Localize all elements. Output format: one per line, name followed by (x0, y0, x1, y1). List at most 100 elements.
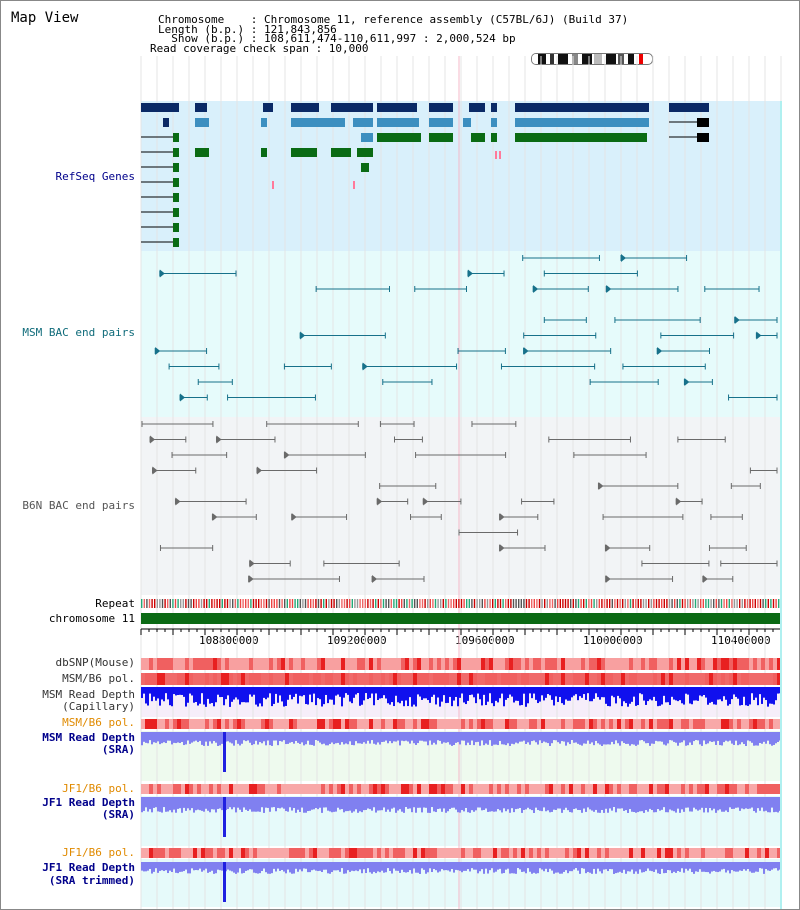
depth-bar (371, 687, 373, 694)
heat-cell (493, 673, 497, 685)
sra-depth-bar (617, 732, 619, 744)
heat-cell (669, 719, 673, 729)
sra-depth-bar (343, 732, 345, 745)
sra-depth-bar (167, 862, 169, 874)
depth-bar (493, 687, 495, 707)
depth-bar (747, 687, 749, 706)
sra-depth-bar (385, 797, 387, 812)
sra-depth-bar (719, 732, 721, 746)
heat-cell (213, 848, 217, 858)
heat-cell (501, 848, 505, 858)
sra-depth-bar (767, 862, 769, 871)
sra-depth-bar (333, 797, 335, 812)
heat-cell (561, 784, 565, 794)
sra-depth-bar (483, 797, 485, 810)
sra-depth-bar (277, 797, 279, 808)
repeat-element (224, 599, 226, 608)
heat-cell (673, 784, 677, 794)
sra-depth-bar (487, 797, 489, 812)
sra-depth-bar (475, 797, 477, 811)
depth-bar (597, 687, 599, 698)
sra-depth-bar (669, 732, 671, 741)
repeat-element (377, 599, 379, 608)
sra-depth-bar (381, 732, 383, 743)
sra-depth-bar (175, 862, 177, 873)
heat-cell (313, 658, 317, 670)
sra-depth-bar (547, 732, 549, 744)
sra-depth-bar (537, 797, 539, 811)
depth-bar (591, 687, 593, 702)
sra-depth-bar (605, 732, 607, 745)
sra-depth-bar (519, 862, 521, 870)
depth-bar (755, 687, 757, 698)
sra-depth-bar (569, 732, 571, 745)
sra-depth-bar (179, 797, 181, 809)
sra-depth-bar (579, 862, 581, 874)
sra-depth-bar (287, 797, 289, 812)
heat-cell (541, 848, 545, 858)
depth-bar (653, 687, 655, 697)
heat-cell (145, 848, 149, 858)
sra-depth-bar (301, 797, 303, 808)
repeat-element (603, 599, 606, 608)
map-view-title: Map View (11, 10, 79, 26)
repeat-element (221, 599, 223, 608)
heat-cell (545, 784, 549, 794)
heat-cell (585, 784, 589, 794)
depth-bar (769, 687, 771, 704)
heat-cell (433, 719, 437, 729)
heat-cell (325, 658, 329, 670)
sra-depth-bar (183, 862, 185, 872)
sra-depth-bar (305, 797, 307, 813)
heat-cell (649, 658, 653, 670)
sra-depth-bar (755, 732, 757, 746)
depth-bar (311, 687, 313, 703)
sra-depth-bar (467, 862, 469, 870)
heat-cell (505, 658, 509, 670)
sra-depth-bar (193, 797, 195, 813)
heat-cell (541, 784, 545, 794)
sra-depth-bar (729, 732, 731, 741)
depth-bar (165, 687, 167, 694)
repeat-element (557, 599, 559, 608)
sra-depth-bar (157, 797, 159, 812)
sra-depth-bar (763, 797, 765, 812)
repeat-element (351, 599, 353, 608)
sra-depth-bar (463, 797, 465, 812)
gene-model (377, 103, 417, 112)
sra-depth-bar (691, 862, 693, 873)
sra-depth-bar (745, 862, 747, 871)
depth-bar (317, 687, 319, 699)
sra-depth-bar (639, 732, 641, 741)
heat-cell (213, 719, 217, 729)
sra-depth-bar (621, 732, 623, 742)
heat-cell (669, 658, 673, 670)
heat-cell (417, 719, 421, 729)
repeat-element (193, 599, 195, 608)
heat-cell (357, 848, 361, 858)
sra-depth-bar (197, 862, 199, 871)
heat-cell (517, 784, 521, 794)
sra-depth-bar (211, 732, 213, 744)
depth-bar (599, 687, 601, 700)
heat-cell (317, 784, 321, 794)
depth-bar (741, 687, 743, 706)
sra-depth-bar (145, 797, 147, 808)
depth-bar (399, 687, 401, 704)
sra-depth-bar (295, 732, 297, 741)
jf1-trimmed-label: JF1 Read Depth (42, 861, 135, 874)
sra-depth-bar (725, 797, 727, 811)
heat-cell (529, 719, 533, 729)
sra-depth-bar (323, 797, 325, 808)
heat-cell (453, 848, 457, 858)
sra-depth-bar (767, 797, 769, 813)
repeat-element (154, 599, 156, 608)
heat-cell (713, 673, 717, 685)
chromosome-ideogram[interactable] (531, 53, 653, 65)
sra-depth-bar (299, 862, 301, 870)
sra-depth-bar (661, 862, 663, 869)
repeat-element (616, 599, 619, 608)
depth-bar (643, 687, 645, 701)
heat-cell (149, 719, 153, 729)
